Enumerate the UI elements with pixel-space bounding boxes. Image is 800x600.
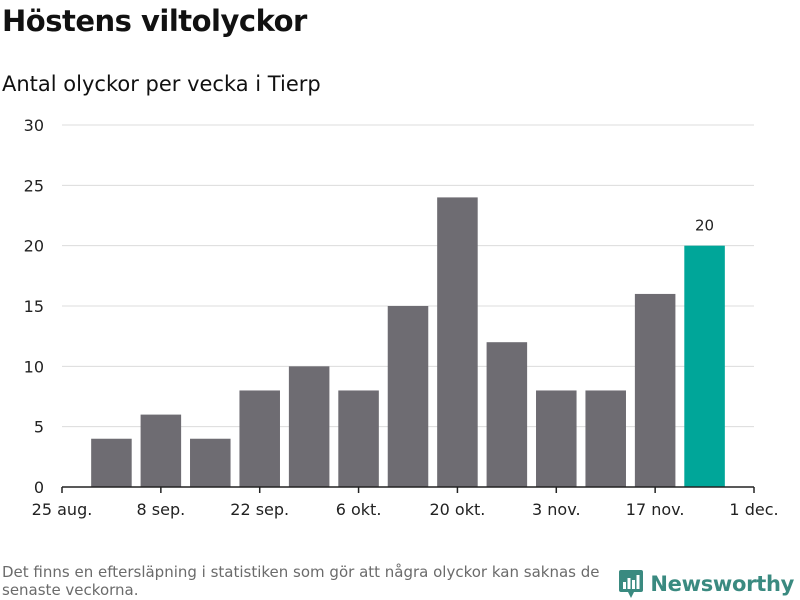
brand-logo: Newsworthy [618,568,794,600]
axes [61,486,755,493]
bar-chart-logo-icon [619,570,644,598]
bar [387,306,429,487]
x-tick-label: 3 nov. [532,500,581,519]
labels: 0 5 10 15 20 25 30 20 25 aug. 8 sep. 22 sep. 6 okt.… [24,116,779,519]
bar [536,390,577,487]
x-tick-label: 6 okt. [336,500,382,519]
bar [288,366,330,487]
bar [338,390,379,487]
x-tick-label: 8 sep. [137,500,186,519]
x-tick-label: 20 okt. [429,500,485,519]
bar [634,293,676,487]
x-tick-label: 25 aug. [32,500,93,519]
y-tick-label: 10 [24,357,44,376]
bar [585,390,626,487]
x-tick-label: 1 dec. [729,500,778,519]
bar [140,414,182,487]
bar-chart: 0 5 10 15 20 25 30 20 25 aug. 8 sep. 22 sep. 6 okt.… [24,116,779,519]
y-tick-label: 30 [24,116,44,135]
y-tick-label: 25 [24,176,44,195]
y-tick-label: 15 [24,297,44,316]
y-tick-label: 5 [34,418,44,437]
x-tick-label: 17 nov. [626,500,685,519]
chart-subtitle: Antal olyckor per vecka i Tierp [2,72,321,96]
y-tick-label: 0 [34,478,44,497]
bar [486,342,528,487]
bar [91,438,132,487]
bars [91,197,725,487]
bar-highlighted [684,245,725,487]
brand-name: Newsworthy [650,572,794,596]
bar [437,197,478,487]
bar [239,390,280,487]
x-tick-label: 22 sep. [230,500,289,519]
bar [190,438,231,487]
chart-title: Höstens viltolyckor [2,4,307,38]
data-label: 20 [695,217,714,235]
footnote: Det finns en eftersläpning i statistiken… [2,563,600,599]
y-tick-label: 20 [24,237,44,256]
